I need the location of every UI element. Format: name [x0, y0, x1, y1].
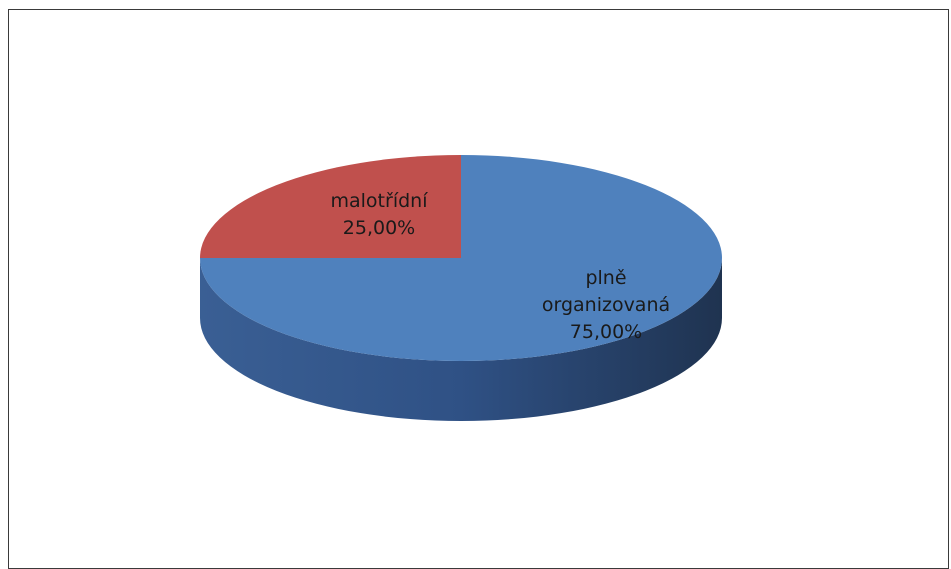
slice-value-label-0: 75,00% [570, 321, 642, 343]
pie-slice-1 [200, 155, 461, 258]
pie-chart: plně organizovaná 75,00% malotřídní 25,00% [200, 155, 722, 421]
slice-name-label-0: organizovaná [542, 294, 670, 316]
slice-name-label-1: malotřídní [331, 190, 429, 212]
slice-name-label-0: plně [585, 267, 626, 289]
pie-side-wall-0 [200, 258, 722, 421]
slice-value-label-1: 25,00% [343, 217, 415, 239]
